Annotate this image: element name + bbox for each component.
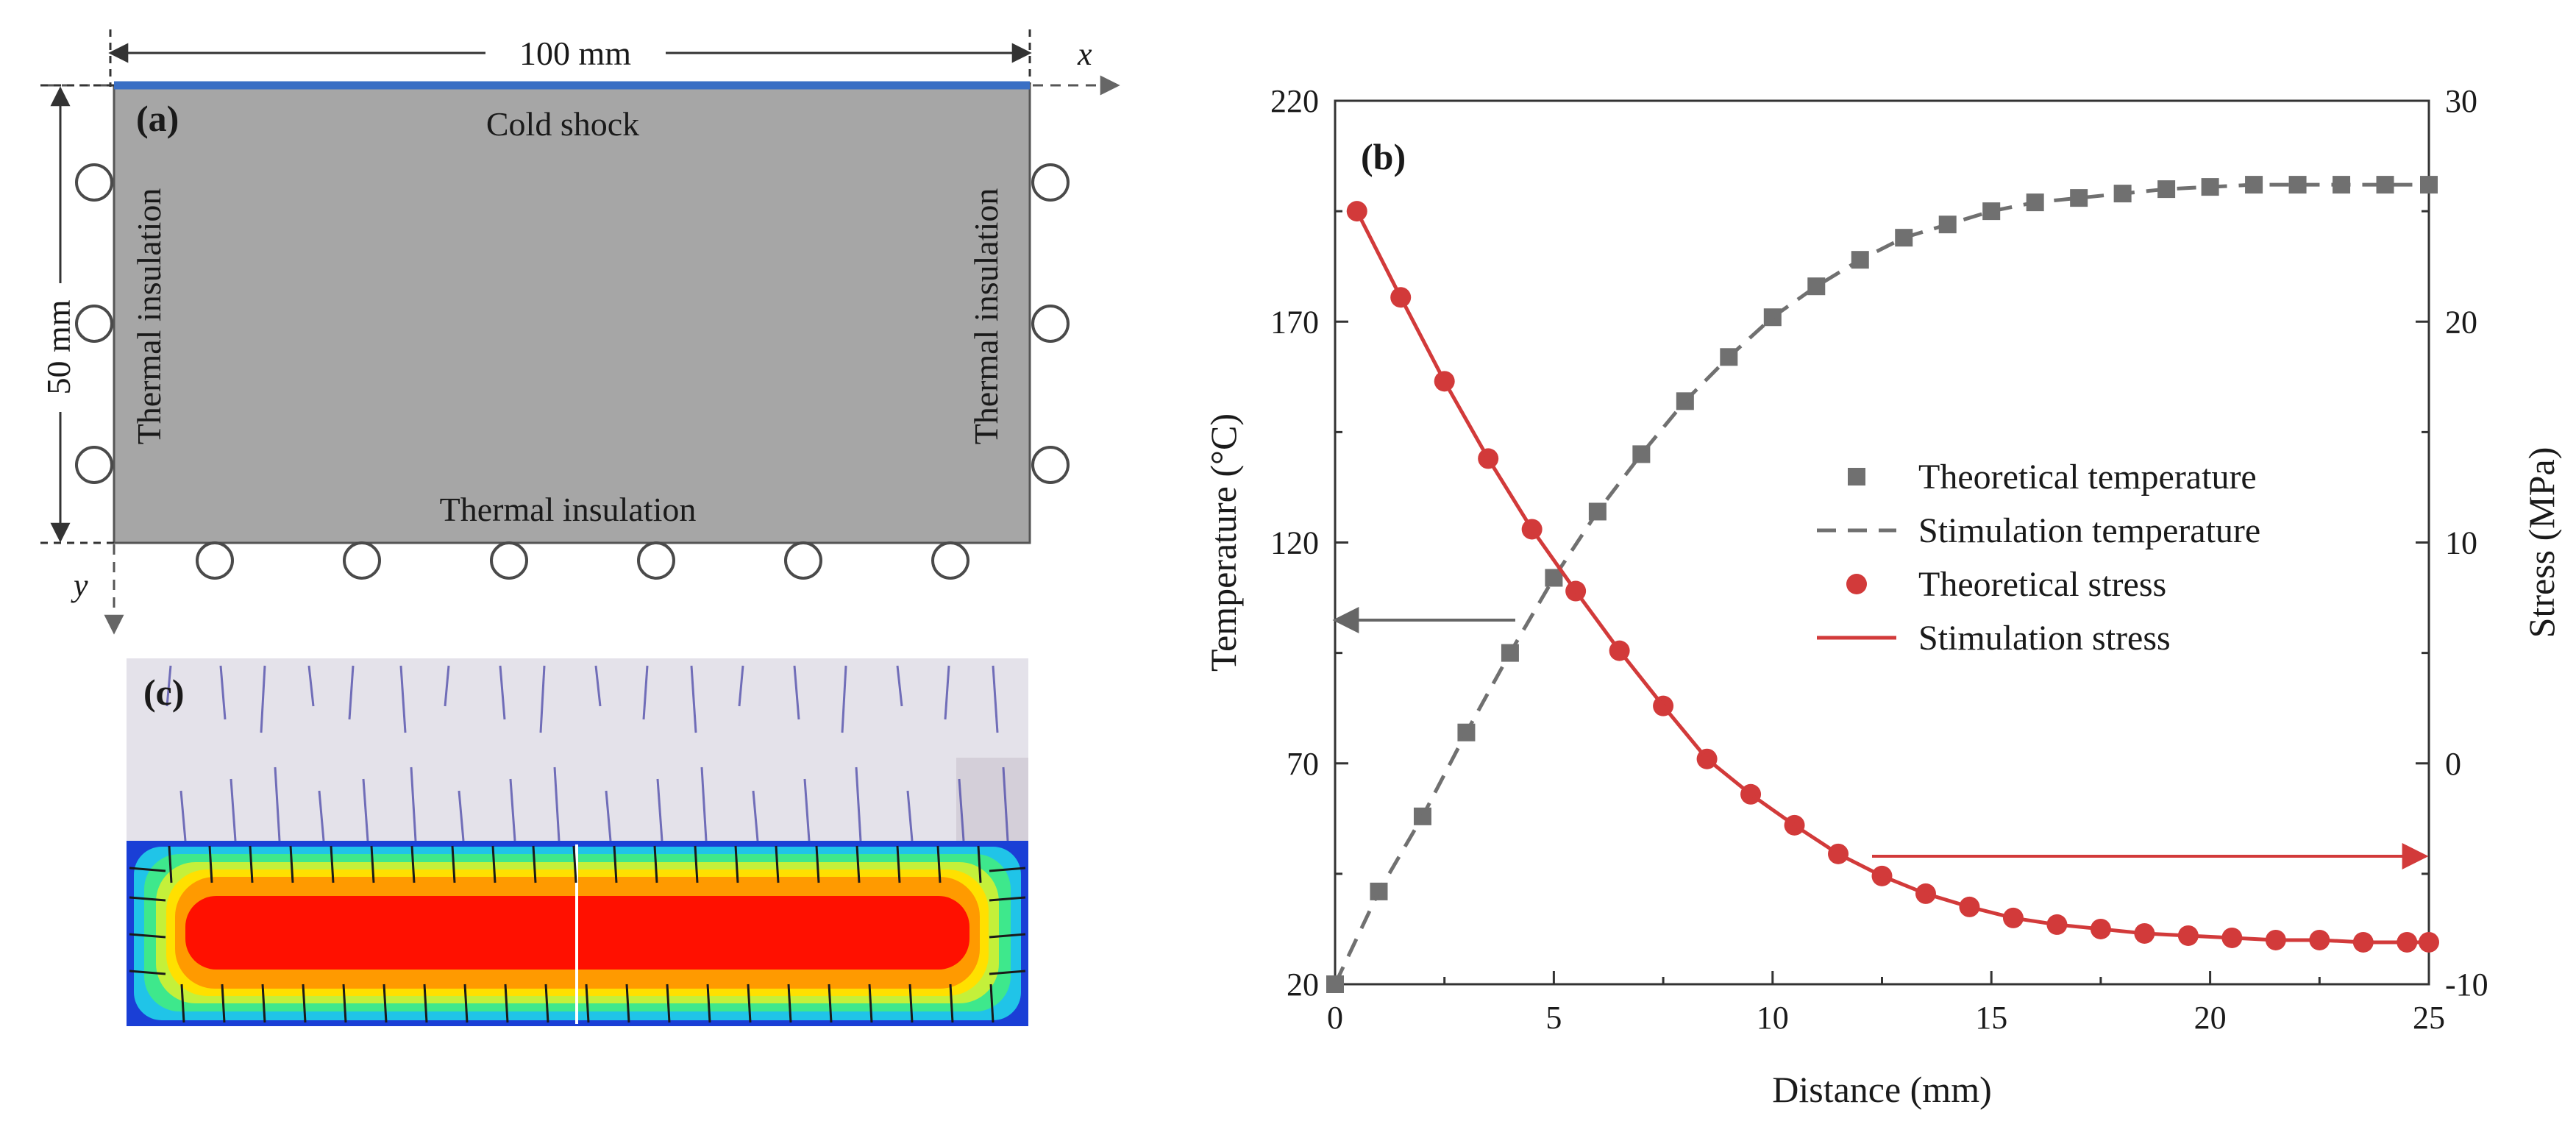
panel-c: (c) <box>127 658 1028 1026</box>
y-right-tick-label: 30 <box>2445 83 2477 119</box>
right-roller-1 <box>1031 163 1070 202</box>
axis-ticks: 0 5 10 15 20 25 20 70 120 170 220 -10 0 10 20 30 <box>1270 83 2488 1036</box>
panel-b-label: (b) <box>1361 136 1406 177</box>
experiment-photo <box>127 658 1028 841</box>
left-roller-1 <box>75 163 113 202</box>
left-roller-2 <box>75 305 113 343</box>
y-right-tick-label: -10 <box>2445 967 2488 1003</box>
series-line-1 <box>1333 182 2429 986</box>
legend-entry: Stimulation stress <box>1918 619 2171 658</box>
y-left-tick-label: 120 <box>1270 525 1319 561</box>
y-right-tick-label: 0 <box>2445 746 2461 782</box>
bottom-roller-6 <box>931 541 969 580</box>
x-axis-title: Distance (mm) <box>1772 1069 1992 1110</box>
bottom-roller-1 <box>196 541 234 580</box>
x-tick-label: 15 <box>1975 1000 2007 1036</box>
y-left-tick-label: 70 <box>1287 746 1319 782</box>
legend-marker-square <box>1848 468 1865 485</box>
legend-entry: Theoretical stress <box>1918 565 2166 604</box>
y-axis-right-title: Stress (MPa) <box>2521 447 2562 639</box>
panel-a: 100 mm x y 50 mm (a) Cold shock Thermal … <box>40 29 1120 635</box>
panel-a-label: (a) <box>136 98 179 139</box>
series-layer <box>1326 176 2439 993</box>
legend-entry: Theoretical temperature <box>1918 458 2257 497</box>
x-axis-label: x <box>1077 36 1092 72</box>
x-tick-label: 10 <box>1757 1000 1789 1036</box>
photo-cracks <box>166 665 1009 842</box>
left-boundary-label: Thermal insulation <box>130 188 168 445</box>
y-axis-left-title: Temperature (°C) <box>1203 413 1244 672</box>
plot-frame <box>1334 99 2430 986</box>
bottom-roller-4 <box>637 541 675 580</box>
y-right-tick-label: 20 <box>2445 304 2477 340</box>
x-tick-label: 5 <box>1545 1000 1562 1036</box>
bottom-roller-2 <box>343 541 381 580</box>
bottom-roller-5 <box>784 541 822 580</box>
x-tick-label: 20 <box>2194 1000 2227 1036</box>
y-left-tick-label: 170 <box>1270 304 1319 340</box>
right-boundary-label: Thermal insulation <box>967 188 1005 445</box>
y-left-tick-label: 20 <box>1287 967 1319 1003</box>
legend-entry: Stimulation temperature <box>1918 511 2260 550</box>
right-roller-2 <box>1031 305 1070 343</box>
x-tick-label: 0 <box>1327 1000 1343 1036</box>
width-label: 100 mm <box>519 35 631 72</box>
panel-c-label: (c) <box>143 672 185 713</box>
y-left-tick-label: 220 <box>1270 83 1319 119</box>
series-line-3 <box>1355 210 2429 945</box>
bottom-boundary-label: Thermal insulation <box>440 491 697 528</box>
height-label: 50 mm <box>40 299 77 394</box>
bottom-roller-3 <box>490 541 528 580</box>
right-roller-3 <box>1031 446 1070 484</box>
panel-b-chart: 0 5 10 15 20 25 20 70 120 170 220 -10 0 10 20 30 Theore… <box>1203 83 2562 1110</box>
top-boundary-label: Cold shock <box>486 105 639 143</box>
domain-body <box>113 84 1031 544</box>
left-roller-3 <box>75 446 113 484</box>
legend: Theoretical temperature Stimulation tempe… <box>1817 458 2260 658</box>
simulation-cracks <box>129 845 1026 1023</box>
roller-supports <box>75 163 1070 580</box>
legend-marker-circle <box>1846 574 1867 594</box>
x-tick-label: 25 <box>2413 1000 2445 1036</box>
y-right-tick-label: 10 <box>2445 525 2477 561</box>
y-axis-label: y <box>71 567 88 603</box>
